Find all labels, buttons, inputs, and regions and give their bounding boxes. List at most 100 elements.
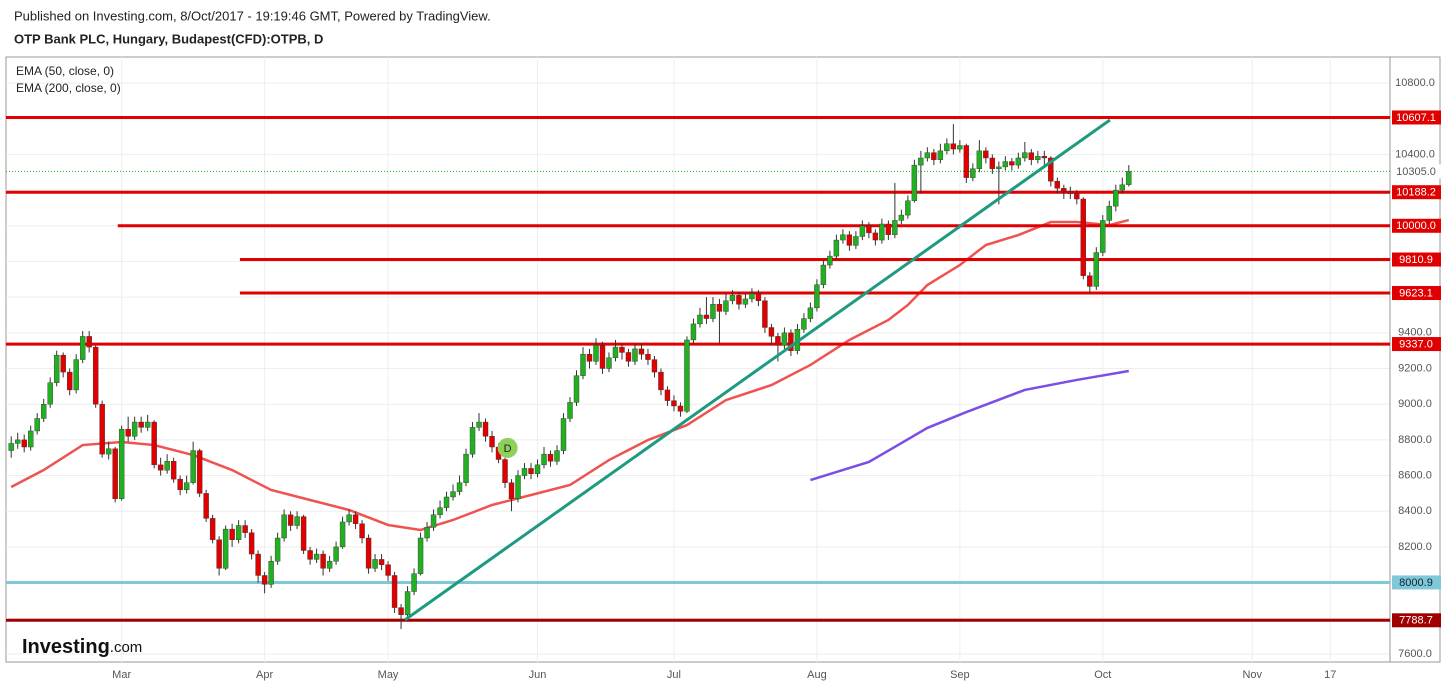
- candle-body: [261, 575, 268, 585]
- candle-body: [671, 400, 677, 407]
- ema-line: [10, 218, 1130, 532]
- frame: [5, 56, 1441, 663]
- candle-body: [489, 436, 495, 448]
- candle-body: [898, 214, 905, 221]
- candle-body: [534, 464, 541, 474]
- y-tick-label: 8400.0: [1398, 505, 1432, 517]
- candle-body: [632, 348, 638, 362]
- candle-body: [606, 357, 612, 369]
- candle-body: [859, 225, 866, 237]
- candle-body: [788, 332, 794, 351]
- x-tick-label: Jul: [667, 669, 681, 681]
- candle-body: [385, 564, 391, 576]
- candle-body: [755, 293, 762, 301]
- y-tick-label: 9000.0: [1398, 398, 1432, 410]
- logo: Investing.com: [22, 636, 142, 658]
- logo-suffix: .com: [110, 639, 143, 656]
- candle-body: [209, 518, 216, 540]
- candle-body: [125, 428, 131, 437]
- candle-body: [658, 371, 664, 391]
- candle-body: [619, 346, 625, 353]
- candle-body: [937, 150, 944, 160]
- candle-body: [950, 143, 957, 150]
- level-label: 9623.1: [1399, 287, 1433, 299]
- candle-body: [573, 375, 580, 403]
- y-tick-label: 9200.0: [1398, 362, 1432, 374]
- candle-body: [885, 223, 892, 235]
- candle-body: [638, 348, 645, 355]
- candle-body: [216, 539, 222, 569]
- candle-body: [762, 300, 768, 328]
- candle-body: [469, 427, 476, 455]
- candle-body: [820, 264, 827, 285]
- candle-body: [411, 573, 417, 592]
- candle-body: [1100, 220, 1106, 253]
- candle-body: [775, 336, 781, 346]
- candle-body: [1113, 189, 1119, 207]
- level-label-box: [1392, 575, 1441, 590]
- chart-title: OTP Bank PLC, Hungary, Budapest(CFD):OTP…: [14, 31, 323, 46]
- candle-body: [645, 354, 651, 360]
- candle-body: [1061, 188, 1067, 193]
- candle-body: [1074, 193, 1080, 200]
- candle-body: [593, 345, 599, 362]
- candle-body: [664, 389, 671, 401]
- x-tick-label: Apr: [256, 669, 273, 681]
- x-tick-label: Jun: [529, 669, 547, 681]
- candle-body: [112, 448, 118, 499]
- candle-body: [944, 143, 950, 152]
- legend-entry: EMA (200, close, 0): [16, 81, 121, 95]
- candle-body: [1015, 157, 1022, 166]
- candle-body: [248, 532, 255, 555]
- candle-body: [14, 439, 21, 444]
- level-label-box: [1392, 286, 1441, 301]
- candle-body: [807, 307, 814, 319]
- candle-body: [144, 421, 151, 428]
- candle-body: [1022, 152, 1028, 159]
- legend-entry: EMA (50, close, 0): [16, 64, 114, 78]
- candle-body: [983, 150, 989, 159]
- level-label: 10607.1: [1396, 112, 1436, 124]
- candle-body: [391, 575, 398, 608]
- candle-body: [482, 421, 489, 437]
- candle-body: [105, 448, 112, 455]
- level-label-box: [1392, 613, 1441, 628]
- level-label: 9810.9: [1399, 254, 1433, 266]
- candle-body: [892, 220, 898, 235]
- candle-body: [346, 514, 352, 523]
- candle-body: [1028, 152, 1035, 160]
- candle-body: [320, 553, 326, 569]
- level-label: 10188.2: [1396, 187, 1436, 199]
- candle-body: [1048, 157, 1054, 182]
- candle-body: [547, 453, 554, 462]
- candle-body: [313, 553, 320, 560]
- logo-brand: Investing: [22, 636, 110, 658]
- candle-body: [612, 346, 619, 359]
- candle-body: [333, 546, 339, 562]
- candle-body: [21, 439, 27, 448]
- candle-body: [268, 560, 274, 585]
- ema-line: [810, 369, 1130, 482]
- candle-body: [229, 528, 235, 540]
- x-tick-label: Aug: [807, 669, 827, 681]
- candle-body: [710, 304, 716, 319]
- level-label-box: [1392, 337, 1441, 352]
- candle-body: [300, 516, 307, 551]
- candle-body: [372, 559, 378, 569]
- candle-body: [8, 443, 14, 451]
- candle-body: [352, 514, 359, 524]
- candle-body: [846, 234, 853, 246]
- level-label: 8000.9: [1399, 577, 1433, 589]
- candle-body: [1080, 198, 1087, 276]
- candle-body: [957, 145, 963, 150]
- candle-body: [255, 553, 261, 576]
- header: Published on Investing.com, 8/Oct/2017 -…: [14, 8, 491, 23]
- candle-body: [40, 403, 47, 419]
- candle-body: [872, 232, 879, 241]
- candle-body: [1087, 275, 1093, 287]
- y-tick-label: 8200.0: [1398, 541, 1432, 553]
- candle-body: [690, 323, 697, 341]
- candle-body: [723, 300, 729, 312]
- candle-body: [697, 314, 703, 325]
- candle-body: [970, 168, 976, 178]
